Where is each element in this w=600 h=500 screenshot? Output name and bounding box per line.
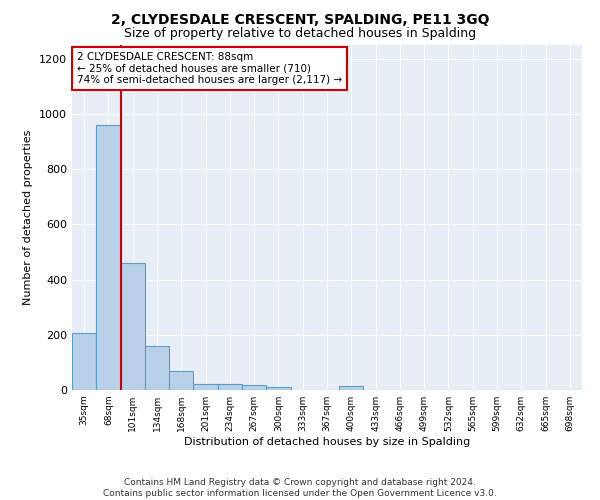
Bar bbox=[96, 125, 121, 390]
Bar bbox=[266, 386, 290, 390]
Bar bbox=[218, 384, 242, 390]
Bar bbox=[145, 346, 169, 390]
Text: Contains HM Land Registry data © Crown copyright and database right 2024.
Contai: Contains HM Land Registry data © Crown c… bbox=[103, 478, 497, 498]
Y-axis label: Number of detached properties: Number of detached properties bbox=[23, 130, 34, 305]
X-axis label: Distribution of detached houses by size in Spalding: Distribution of detached houses by size … bbox=[184, 437, 470, 447]
Bar bbox=[193, 384, 218, 390]
Text: Size of property relative to detached houses in Spalding: Size of property relative to detached ho… bbox=[124, 28, 476, 40]
Text: 2 CLYDESDALE CRESCENT: 88sqm
← 25% of detached houses are smaller (710)
74% of s: 2 CLYDESDALE CRESCENT: 88sqm ← 25% of de… bbox=[77, 52, 342, 85]
Bar bbox=[169, 371, 193, 390]
Bar bbox=[242, 385, 266, 390]
Bar bbox=[72, 334, 96, 390]
Text: 2, CLYDESDALE CRESCENT, SPALDING, PE11 3GQ: 2, CLYDESDALE CRESCENT, SPALDING, PE11 3… bbox=[111, 12, 489, 26]
Bar bbox=[339, 386, 364, 390]
Bar bbox=[121, 263, 145, 390]
